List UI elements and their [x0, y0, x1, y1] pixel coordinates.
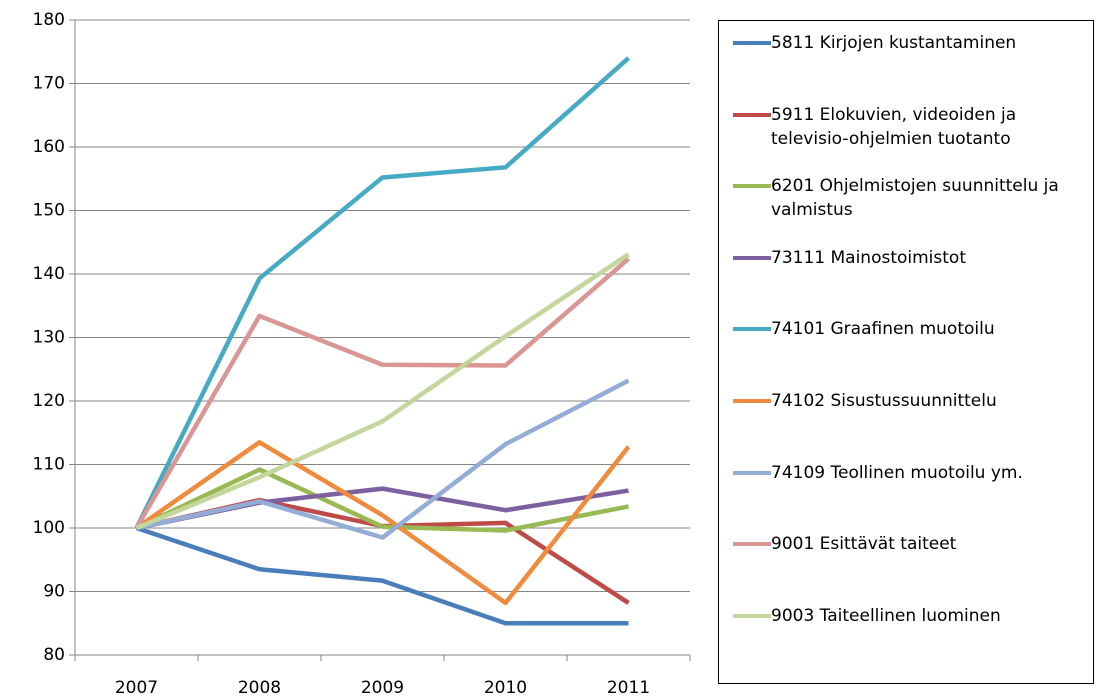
legend-swatch: [733, 184, 771, 189]
y-tick-label: 110: [33, 455, 65, 475]
line-series: [135, 440, 631, 606]
x-tick-label: 2008: [238, 678, 281, 697]
legend-swatch: [733, 542, 771, 547]
line-series: [135, 467, 629, 533]
y-tick-label: 90: [43, 582, 65, 602]
chart: 80 90 100 110 120 130 140 150 160 170 180 2007 2008 2…: [33, 10, 691, 697]
line-series: [135, 525, 629, 626]
legend-label: 9003 Taiteellinen luominen: [771, 605, 1001, 626]
x-tick-label: 2007: [115, 678, 158, 697]
y-tick-label: 150: [33, 201, 65, 221]
y-tick-label: 140: [33, 264, 65, 284]
y-tick-label: 180: [33, 10, 65, 30]
x-tick-label: 2011: [607, 678, 650, 697]
legend-swatch: [733, 41, 771, 45]
line-series: [134, 257, 630, 530]
y-tick-label: 170: [33, 74, 65, 94]
legend-label: 9001 Esittävät taiteet: [771, 534, 957, 555]
line-series: [135, 252, 630, 531]
legend-swatch: [733, 613, 771, 618]
line-series: [136, 378, 630, 540]
y-tick-label: 80: [43, 645, 65, 665]
legend: 5811 Kirjojen kustantaminen 5911 Elokuvie…: [718, 20, 1094, 684]
legend-label: 74101 Graafinen muotoilu: [771, 319, 995, 340]
y-tick-label: 100: [33, 518, 65, 538]
legend-label: 6201 Ohjelmistojen suunnittelu ja valmis…: [771, 176, 1059, 221]
legend-swatch: [733, 255, 771, 260]
y-tick-label: 120: [33, 391, 65, 411]
legend-label: 74109 Teollinen muotoilu ym.: [771, 462, 1023, 483]
line-series: [134, 56, 630, 529]
y-tick-label: 130: [33, 328, 65, 348]
y-tick-label: 160: [33, 137, 65, 157]
legend-label: 74102 Sisustussuunnittelu: [771, 391, 997, 411]
legend-label: 5811 Kirjojen kustantaminen: [771, 33, 1017, 53]
legend-swatch: [733, 470, 771, 475]
x-tick-label: 2010: [484, 678, 527, 697]
legend-label: 73111 Mainostoimistot: [771, 247, 966, 268]
legend-label: 5911 Elokuvien, videoiden ja televisio-o…: [771, 104, 1017, 149]
legend-swatch: [733, 112, 771, 117]
legend-swatch: [733, 399, 771, 403]
x-tick-label: 2009: [361, 678, 404, 697]
legend-swatch: [733, 327, 771, 332]
